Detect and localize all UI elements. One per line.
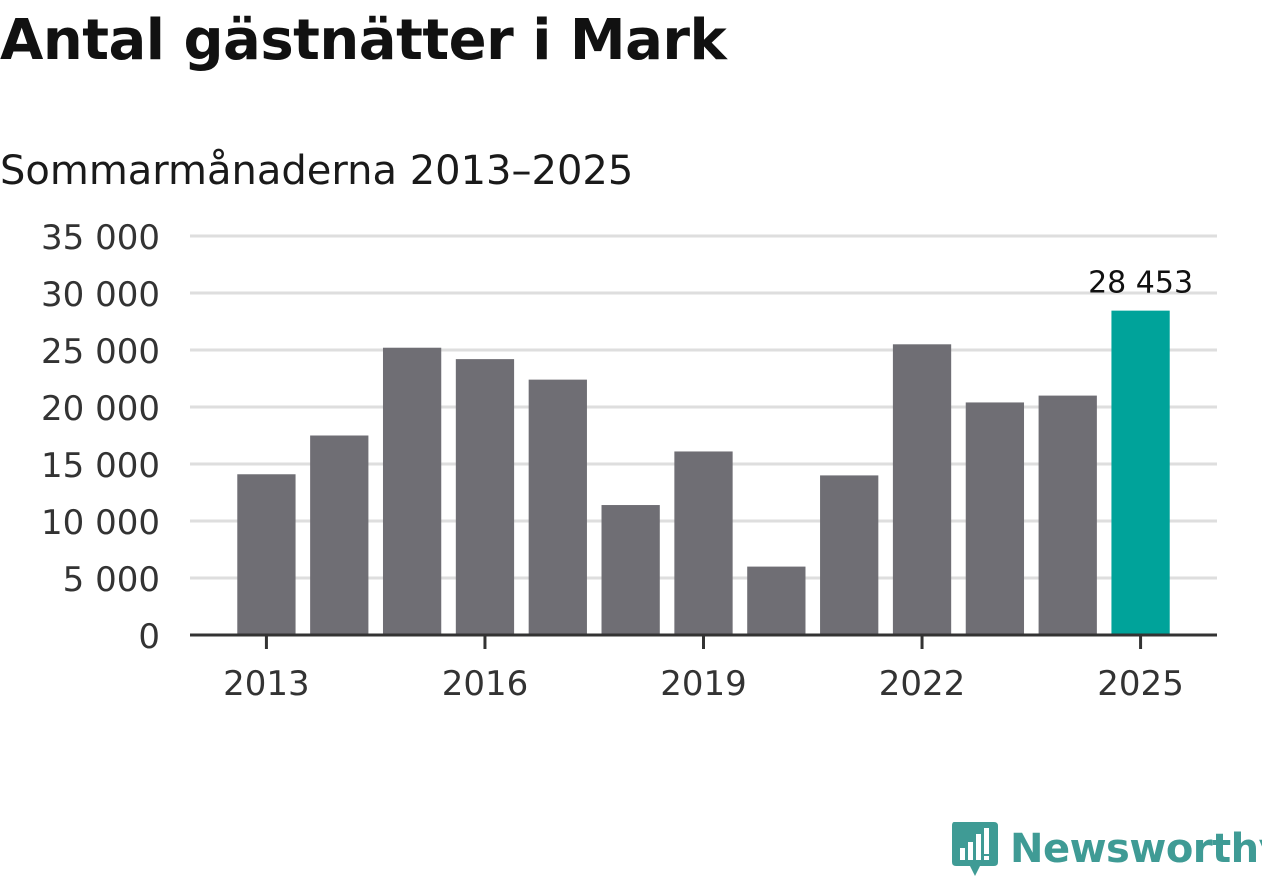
bar-2021 [820,475,879,635]
bar-2020 [747,566,806,635]
bar-2018 [601,505,660,635]
y-tick-label: 15 000 [41,446,160,486]
bar-2015 [382,347,442,635]
y-axis-tick-labels: 0 5 000 10 000 15 000 20 000 25 000 30 000 35 0… [41,218,160,657]
chart-subtitle: Sommarmånaderna 2013–2025 [0,148,634,194]
y-tick-label: 0 [138,617,160,657]
data-labels: 28 453 [1088,266,1193,301]
newsworthy-logo: Newsworthy [950,818,1262,880]
x-tick-label: 2019 [660,664,747,704]
brand-name: Newsworthy [1010,826,1262,872]
newsworthy-logo-icon [952,822,998,876]
x-axis-tick-labels: 2013 2016 2019 2022 2025 [223,664,1184,704]
x-tick-label: 2016 [442,664,529,704]
x-tick-label: 2022 [879,664,966,704]
bar-chart: 0 5 000 10 000 15 000 20 000 25 000 30 000 35 0… [41,218,1217,704]
bar-2023 [965,402,1025,635]
x-tick-label: 2013 [223,664,310,704]
y-tick-label: 35 000 [41,218,160,258]
y-tick-label: 25 000 [41,332,160,372]
x-tick-label: 2025 [1097,664,1184,704]
bar-2024 [1038,395,1097,635]
bar-2022 [892,344,952,635]
bar-2016 [455,359,515,635]
y-tick-label: 10 000 [41,503,160,543]
data-label: 28 453 [1088,266,1193,301]
x-axis [190,633,1217,649]
chart-title: Antal gästnätter i Mark [0,8,727,73]
y-tick-label: 30 000 [41,275,160,315]
bar-2025 [1111,310,1170,635]
bars [237,310,1170,635]
y-tick-label: 20 000 [41,389,160,429]
bar-2014 [310,435,369,635]
bar-2017 [528,379,587,635]
y-tick-label: 5 000 [63,560,160,600]
bar-2013 [237,474,296,635]
bar-2019 [674,451,733,635]
